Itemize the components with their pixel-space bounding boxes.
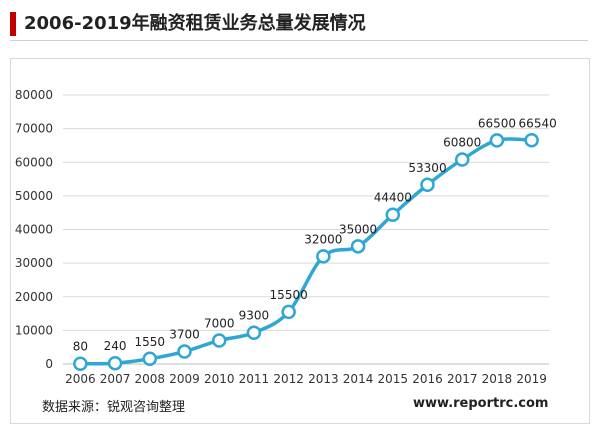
gridlines xyxy=(63,94,549,331)
data-point xyxy=(316,249,331,264)
data-label: 44400 xyxy=(374,191,412,205)
x-tick-label: 2015 xyxy=(378,372,409,386)
data-label: 7000 xyxy=(204,316,235,330)
x-tick-label: 2018 xyxy=(482,372,513,386)
data-label: 60800 xyxy=(443,136,481,150)
y-tick-label: 40000 xyxy=(15,223,53,237)
chart-frame xyxy=(10,58,590,424)
data-points xyxy=(73,133,539,371)
x-tick-label: 2006 xyxy=(65,372,96,386)
x-tick-label: 2008 xyxy=(135,372,166,386)
data-point xyxy=(211,333,227,348)
data-point xyxy=(246,325,262,340)
data-point xyxy=(281,304,296,320)
x-axis-ticks: 2006 2007 2008 2009 2010 2011 2012 2013 2014 2015… xyxy=(65,372,547,386)
y-tick-label: 60000 xyxy=(15,155,53,169)
x-tick-label: 2011 xyxy=(239,372,270,386)
y-tick-label: 50000 xyxy=(15,189,53,203)
title-divider xyxy=(10,40,588,41)
x-tick-label: 2007 xyxy=(100,372,131,386)
x-tick-label: 2017 xyxy=(447,372,478,386)
y-tick-label: 10000 xyxy=(15,323,53,337)
data-point xyxy=(385,207,401,222)
data-point xyxy=(107,355,123,371)
data-label: 240 xyxy=(104,339,127,353)
data-point xyxy=(524,133,539,148)
x-tick-label: 2016 xyxy=(412,372,443,386)
data-label: 32000 xyxy=(304,232,342,246)
data-label: 3700 xyxy=(169,328,200,342)
x-tick-label: 2009 xyxy=(169,372,200,386)
data-source-note: 数据来源：锐观咨询整理 xyxy=(42,400,186,415)
data-point xyxy=(73,356,88,371)
y-tick-label: 20000 xyxy=(15,290,53,304)
data-point xyxy=(454,152,470,167)
data-label: 80 xyxy=(73,340,88,354)
y-tick-label: 0 xyxy=(45,357,53,371)
data-label: 53300 xyxy=(408,161,446,175)
data-point xyxy=(350,239,366,254)
y-tick-label: 70000 xyxy=(15,122,53,136)
x-tick-label: 2019 xyxy=(516,372,547,386)
data-label: 35000 xyxy=(339,222,377,236)
title-bar: 2006-2019年融资租赁业务总量发展情况 xyxy=(10,9,588,41)
y-axis-ticks: 0 10000 20000 30000 40000 50000 60000 70000 8000… xyxy=(15,88,53,371)
data-label: 66500 xyxy=(478,116,516,130)
website-link[interactable]: www.reportrc.com xyxy=(413,396,549,411)
y-tick-label: 30000 xyxy=(15,256,53,270)
data-label: 9300 xyxy=(239,309,270,323)
x-tick-label: 2010 xyxy=(204,372,235,386)
x-tick-label: 2014 xyxy=(343,372,374,386)
x-tick-label: 2012 xyxy=(273,372,304,386)
title-accent-bar xyxy=(10,12,16,36)
data-label: 15500 xyxy=(270,288,308,302)
y-tick-label: 80000 xyxy=(15,88,53,102)
data-point xyxy=(489,133,505,148)
data-point xyxy=(142,351,158,367)
page-title: 2006-2019年融资租赁业务总量发展情况 xyxy=(24,13,366,34)
data-label: 66540 xyxy=(519,116,557,130)
x-tick-label: 2013 xyxy=(308,372,339,386)
data-point xyxy=(177,344,192,359)
data-point xyxy=(420,177,435,193)
data-label: 1550 xyxy=(135,335,166,349)
